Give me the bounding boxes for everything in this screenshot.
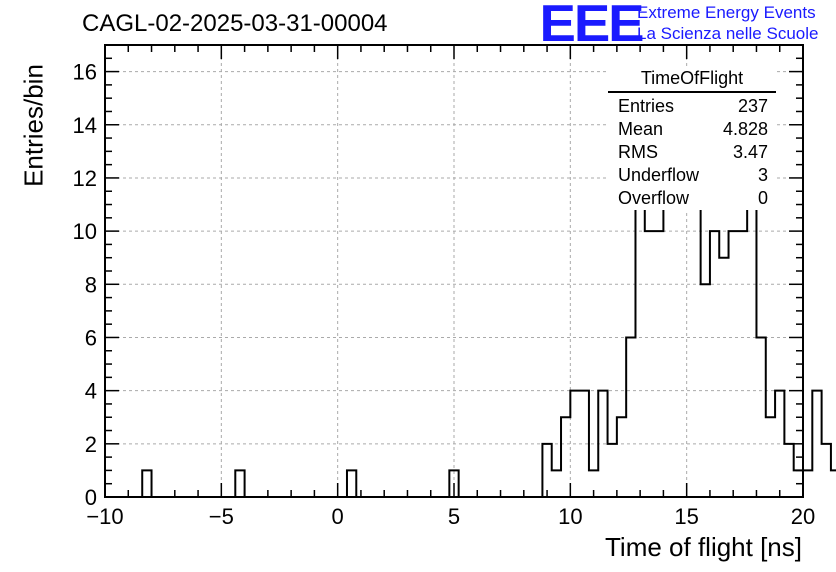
eee-logo: EEE — [539, 0, 645, 53]
grid-lines — [105, 45, 803, 497]
y-tick-label: 10 — [73, 219, 97, 244]
stats-value: 3.47 — [732, 142, 768, 162]
histogram-bin — [710, 231, 719, 497]
stats-value: 3 — [757, 165, 768, 185]
y-tick-label: 2 — [85, 432, 97, 457]
histogram-bin — [784, 444, 793, 497]
stats-row-mean: Mean 4.828 — [608, 118, 776, 141]
histogram-bin — [812, 391, 821, 497]
x-tick-label: −10 — [86, 504, 123, 529]
x-tick-label: 10 — [558, 504, 582, 529]
histogram-bin — [142, 470, 151, 497]
x-tick-label: 20 — [791, 504, 815, 529]
histogram-bin — [831, 470, 836, 497]
histogram-bin — [803, 470, 812, 497]
stats-row-rms: RMS 3.47 — [608, 141, 776, 164]
stats-label: Underflow — [618, 165, 700, 185]
histogram-bin — [626, 337, 635, 497]
tick-labels: −10 −5 0 5 10 15 20 0 2 4 6 8 10 12 14 16 — [73, 60, 816, 529]
stats-title: TimeOfFlight — [608, 68, 776, 93]
histogram-bin — [719, 258, 728, 497]
x-tick-label: −5 — [209, 504, 234, 529]
y-tick-label: 4 — [85, 379, 97, 404]
stats-row-underflow: Underflow 3 — [608, 164, 776, 187]
x-tick-label: 15 — [674, 504, 698, 529]
x-tick-label: 5 — [448, 504, 460, 529]
y-axis-label: Entries/bin — [18, 64, 49, 187]
histogram-bin — [552, 470, 561, 497]
stats-row-entries: Entries 237 — [608, 95, 776, 118]
stats-label: Entries — [618, 96, 675, 116]
histogram-bin — [608, 444, 617, 497]
histogram-bin — [235, 470, 244, 497]
histogram-bin — [645, 231, 654, 497]
stats-label: Overflow — [618, 188, 690, 208]
stats-value: 237 — [737, 96, 768, 116]
histogram-bin — [766, 417, 775, 497]
logo-subtitle-2: La Scienza nelle Scuole — [637, 24, 819, 43]
stats-value: 4.828 — [722, 119, 768, 139]
histogram-bin — [738, 231, 747, 497]
histogram-bin — [729, 231, 738, 497]
histogram-bin — [542, 444, 551, 497]
histogram-bin — [347, 470, 356, 497]
chart-title: CAGL-02-2025-03-31-00004 — [82, 10, 388, 37]
histogram-bin — [756, 337, 765, 497]
histogram-outline — [105, 70, 836, 498]
x-axis-label: Time of flight [ns] — [605, 532, 802, 562]
histogram-bin — [654, 231, 663, 497]
histogram-bin — [822, 444, 831, 497]
stats-label: RMS — [618, 142, 658, 162]
y-tick-label: 6 — [85, 325, 97, 350]
stats-box: TimeOfFlight Entries 237 Mean 4.828 RMS … — [608, 68, 776, 210]
y-tick-label: 8 — [85, 272, 97, 297]
y-tick-label: 16 — [73, 60, 97, 85]
logo-subtitle-1: Extreme Energy Events — [637, 3, 816, 22]
stats-label: Mean — [618, 119, 664, 139]
stats-value: 0 — [757, 188, 768, 208]
histogram-bin — [617, 417, 626, 497]
y-tick-label: 12 — [73, 166, 97, 191]
x-tick-label: 0 — [332, 504, 344, 529]
y-tick-label: 0 — [85, 485, 97, 510]
stats-row-overflow: Overflow 0 — [608, 187, 776, 210]
y-tick-label: 14 — [73, 113, 97, 138]
histogram-bin — [561, 417, 570, 497]
